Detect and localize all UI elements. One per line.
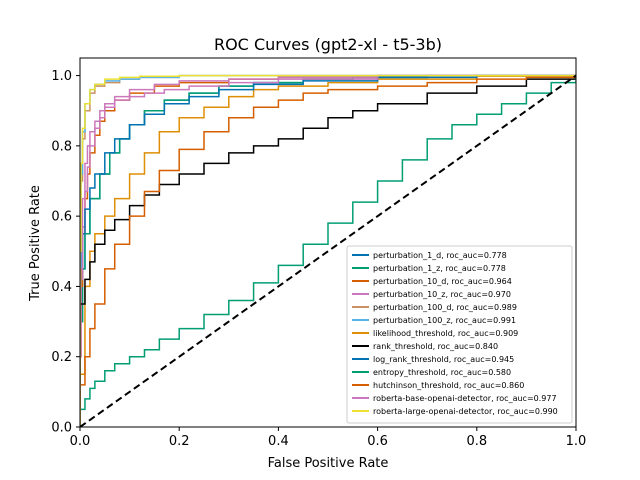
legend-label: entropy_threshold, roc_auc=0.580: [373, 368, 511, 377]
x-tick-label: 0.2: [169, 434, 190, 449]
plot-area: [80, 74, 576, 427]
legend-label: perturbation_100_z, roc_auc=0.991: [373, 316, 516, 325]
legend: perturbation_1_d, roc_auc=0.778 perturbat…: [346, 245, 573, 424]
y-tick-label: 1.0: [51, 69, 72, 84]
legend-label: log_rank_threshold, roc_auc=0.945: [373, 355, 514, 364]
x-tick-label: 1.0: [566, 434, 587, 449]
legend-box: [346, 245, 573, 424]
series-line-12: [80, 74, 576, 427]
y-tick-label: 0.6: [51, 210, 72, 225]
chart-title: ROC Curves (gpt2-xl - t5-3b): [214, 35, 442, 54]
plot-frame: [79, 57, 577, 428]
y-axis-title: True Positive Rate: [28, 185, 43, 302]
x-axis: 0.0 0.2 0.4 0.6 0.8 1.0: [70, 427, 587, 449]
legend-label: roberta-base-openai-detector, roc_auc=0.…: [373, 394, 557, 403]
series-line-13: [80, 74, 576, 427]
x-axis-title: False Positive Rate: [268, 456, 389, 471]
series-line-7: [80, 75, 576, 427]
legend-label: perturbation_100_d, roc_auc=0.989: [373, 303, 517, 312]
y-tick-label: 0.0: [51, 421, 72, 436]
series-line-4: [80, 74, 576, 427]
legend-label: perturbation_10_d, roc_auc=0.964: [373, 277, 512, 286]
y-tick-label: 0.8: [51, 139, 72, 154]
legend-label: perturbation_1_z, roc_auc=0.778: [373, 264, 506, 273]
legend-label: hutchinson_threshold, roc_auc=0.860: [373, 381, 524, 390]
x-tick-label: 0.6: [367, 434, 388, 449]
y-tick-label: 0.2: [51, 350, 72, 365]
series-line-9: [80, 74, 576, 427]
legend-label: roberta-large-openai-detector, roc_auc=0…: [373, 407, 558, 416]
legend-label: perturbation_10_z, roc_auc=0.970: [373, 290, 511, 299]
series-line-8: [80, 75, 576, 427]
x-tick-label: 0.8: [466, 434, 487, 449]
legend-label: rank_threshold, roc_auc=0.840: [373, 342, 498, 351]
legend-label: likelihood_threshold, roc_auc=0.909: [373, 329, 518, 338]
x-tick-label: 0.0: [70, 434, 91, 449]
y-tick-label: 0.4: [51, 280, 72, 295]
chance-diagonal-line: [80, 74, 576, 427]
legend-label: perturbation_1_d, roc_auc=0.778: [373, 251, 507, 260]
y-axis: 0.0 0.2 0.4 0.6 0.8 1.0: [51, 69, 80, 436]
x-tick-label: 0.4: [268, 434, 289, 449]
series-line-11: [80, 75, 576, 427]
series-line-10: [80, 75, 576, 427]
